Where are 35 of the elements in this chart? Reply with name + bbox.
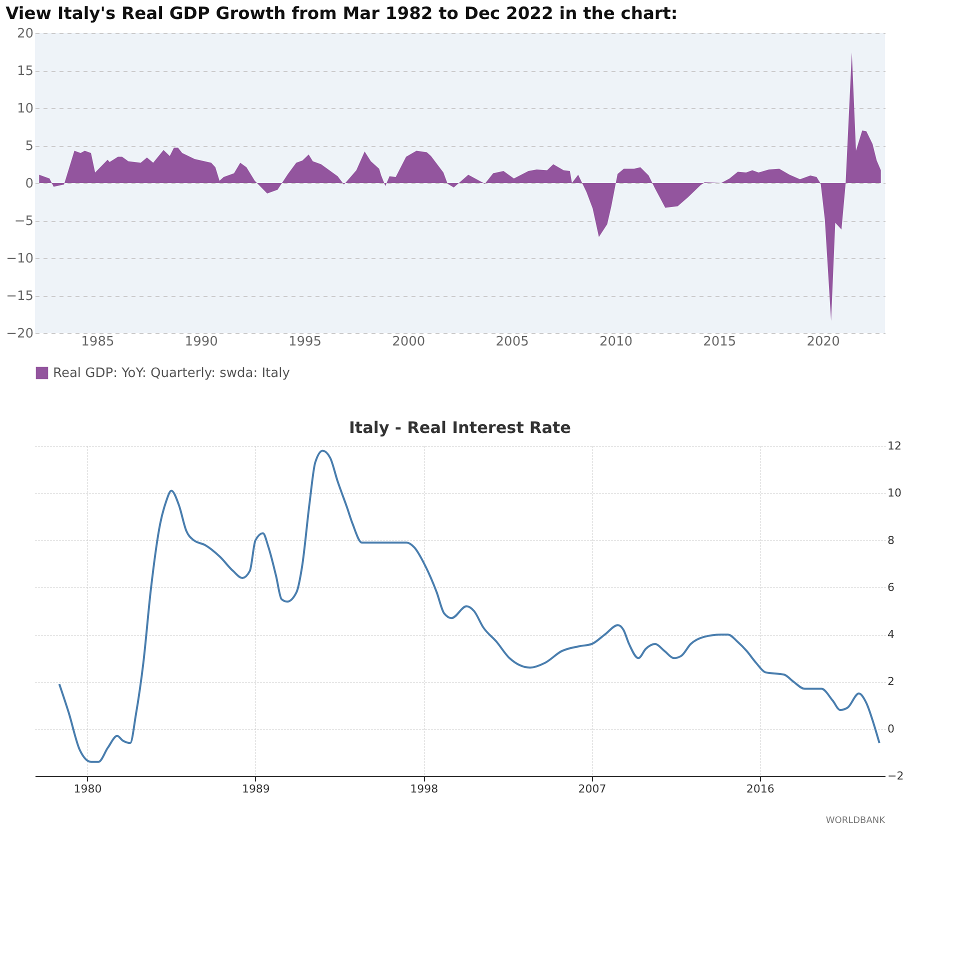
y-tick-label: −15 [6, 289, 34, 304]
y-tick-label: 12 [888, 440, 902, 452]
chart-title: View Italy's Real GDP Growth from Mar 1982 to Dec 2022 in the chart: [6, 4, 678, 24]
line-series [58, 450, 880, 763]
y-tick-label: 2 [888, 675, 894, 688]
y-tick-label: 8 [888, 534, 894, 547]
x-tick-label: 1998 [410, 782, 438, 796]
y-tick-label: 0 [25, 176, 34, 192]
text: WORLDBANK [826, 816, 886, 826]
y-tick-label: 15 [16, 64, 34, 79]
x-tick-label: 1989 [242, 782, 270, 796]
x-tick-label: 2020 [806, 334, 840, 350]
x-tick-label: 2010 [599, 334, 633, 350]
x-tick-label: 1990 [184, 334, 218, 350]
y-tick-label: −20 [6, 326, 34, 342]
legend-label: Real GDP: YoY: Quarterly: swda: Italy [53, 366, 290, 381]
y-tick-label: −10 [6, 252, 34, 266]
y-tick-label: −5 [14, 214, 34, 229]
y-tick-label: 10 [888, 486, 902, 500]
x-tick-label: 1980 [74, 782, 102, 796]
x-tick-label: 2000 [392, 334, 426, 350]
y-tick-label: 0 [888, 722, 894, 736]
y-tick-label: 10 [16, 102, 34, 116]
y-tick-label: 6 [888, 580, 894, 594]
y-tick-label: 5 [25, 139, 34, 154]
x-tick-label: 1995 [288, 334, 322, 350]
x-tick-label: 1985 [81, 334, 114, 350]
x-tick-label: 2007 [578, 782, 606, 796]
x-tick-label: 2015 [703, 334, 736, 350]
y-tick-label: 4 [888, 628, 894, 642]
x-tick-label: 2005 [496, 334, 529, 350]
y-tick-label: −2 [888, 770, 904, 782]
chart-title: Italy - Real Interest Rate [348, 418, 572, 437]
x-tick-label: 2016 [746, 782, 774, 796]
y-tick-label: 20 [16, 26, 34, 42]
